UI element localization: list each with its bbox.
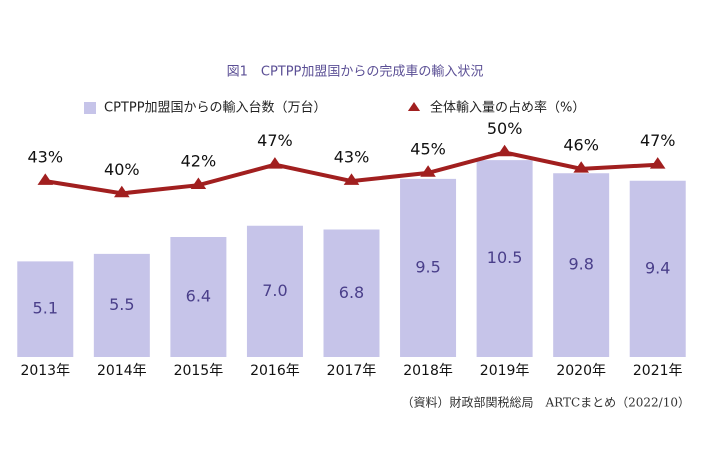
x-tick-label: 2021年 — [633, 363, 683, 379]
bar-value-label: 6.4 — [186, 287, 211, 306]
line-value-label: 42% — [181, 152, 217, 171]
legend-label: CPTPP加盟国からの輸入台数（万台） — [104, 101, 327, 116]
line-value-label: 46% — [563, 135, 599, 154]
bar — [629, 180, 686, 357]
chart-title: 図1 CPTPP加盟国からの完成車の輸入状況 — [227, 65, 484, 80]
bar — [246, 225, 303, 357]
legend-marker — [407, 102, 421, 111]
line-value-label: 47% — [640, 131, 676, 150]
bar-value-label: 9.8 — [568, 255, 593, 274]
line-marker — [343, 173, 360, 185]
line-value-label: 40% — [104, 160, 140, 179]
source-note: （資料）財政部関税総局 ARTCまとめ（2022/10） — [401, 395, 690, 410]
bar-value-label: 5.1 — [33, 299, 58, 318]
line-value-label: 43% — [27, 148, 63, 167]
bar-value-label: 10.5 — [487, 248, 523, 267]
x-tick-label: 2014年 — [97, 363, 147, 379]
line-value-label: 50% — [487, 119, 523, 138]
x-tick-label: 2018年 — [403, 363, 453, 379]
line-marker — [420, 165, 436, 177]
bar — [400, 178, 457, 357]
legend-label: 全体輸入量の占め率（%） — [430, 100, 585, 116]
bar-value-label: 9.4 — [645, 258, 670, 277]
bar — [93, 253, 150, 357]
line-marker — [37, 173, 54, 185]
line-value-label: 47% — [257, 131, 293, 150]
line-marker — [649, 157, 666, 169]
x-tick-label: 2015年 — [174, 363, 224, 379]
bar — [323, 229, 380, 357]
line-value-label: 45% — [410, 139, 446, 158]
x-tick-label: 2017年 — [327, 363, 377, 379]
x-tick-label: 2020年 — [556, 363, 606, 379]
line-marker — [496, 144, 513, 157]
bar-value-label: 7.0 — [262, 281, 287, 300]
bar-value-label: 5.5 — [109, 295, 134, 314]
line-marker — [190, 177, 207, 189]
x-tick-label: 2013年 — [20, 363, 70, 379]
bar — [170, 237, 227, 357]
x-tick-label: 2016年 — [250, 363, 300, 379]
bar — [476, 160, 533, 357]
line-marker — [267, 157, 283, 169]
line-value-label: 43% — [334, 148, 370, 167]
bar-value-label: 6.8 — [339, 283, 364, 302]
line-marker — [114, 185, 130, 198]
legend-swatch — [84, 102, 96, 114]
bar — [17, 261, 74, 357]
bar-value-label: 9.5 — [415, 257, 440, 276]
x-tick-label: 2019年 — [480, 363, 530, 379]
line-marker — [573, 161, 589, 173]
bar — [553, 173, 610, 357]
